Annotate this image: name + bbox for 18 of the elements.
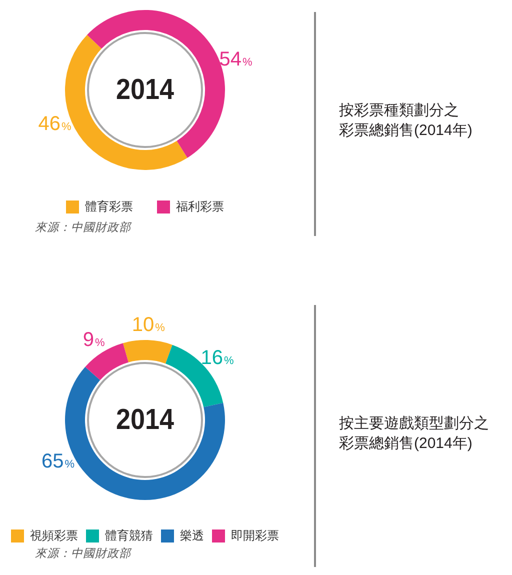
text: 來源：中國財政部 <box>35 547 132 560</box>
text: 按主要遊戲類型劃分之彩票總銷售(2014年) <box>339 414 489 454</box>
text: 按彩票種類劃分之彩票總銷售(2014年) <box>339 101 472 141</box>
legend-label: 體育競猜 <box>105 528 153 542</box>
legend-label: 樂透 <box>180 528 204 542</box>
legend-label: 福利彩票 <box>176 199 224 214</box>
data-label: 46% <box>38 112 72 135</box>
data-label: 65% <box>41 450 75 473</box>
legend-label: 視頻彩票 <box>30 528 78 542</box>
legend-label: 即開彩票 <box>231 528 279 542</box>
legend-label: 體育彩票 <box>85 199 133 214</box>
text: 2014 <box>116 402 175 436</box>
text: 2014 <box>116 72 175 106</box>
data-label: 10% <box>132 314 166 336</box>
data-label: 16% <box>200 346 234 369</box>
text: 來源：中國財政部 <box>35 221 132 234</box>
data-label: 54% <box>219 48 252 71</box>
data-label: 9% <box>82 328 106 351</box>
